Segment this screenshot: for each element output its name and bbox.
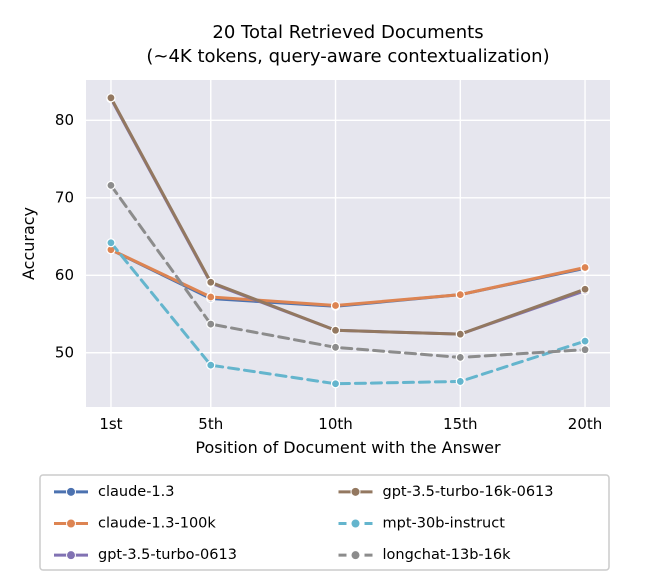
legend-label: mpt-30b-instruct bbox=[383, 516, 506, 532]
series-marker bbox=[456, 377, 464, 385]
series-marker bbox=[107, 181, 115, 189]
y-axis-label: Accuracy bbox=[19, 207, 38, 280]
legend-swatch-marker bbox=[351, 551, 360, 560]
legend-label: claude-1.3-100k bbox=[98, 516, 216, 532]
series-marker bbox=[456, 330, 464, 338]
ytick-label: 80 bbox=[55, 111, 74, 129]
xtick-label: 15th bbox=[443, 415, 477, 433]
legend-swatch-marker bbox=[351, 519, 360, 528]
series-marker bbox=[581, 264, 589, 272]
xtick-label: 10th bbox=[318, 415, 352, 433]
legend-swatch-marker bbox=[67, 551, 76, 560]
series-marker bbox=[581, 337, 589, 345]
legend-label: gpt-3.5-turbo-0613 bbox=[98, 547, 237, 563]
legend-label: longchat-13b-16k bbox=[383, 547, 512, 563]
chart-title-line2: (~4K tokens, query-aware contextualizati… bbox=[146, 46, 549, 67]
series-marker bbox=[581, 285, 589, 293]
xtick-label: 20th bbox=[568, 415, 602, 433]
chart-title-line1: 20 Total Retrieved Documents bbox=[212, 22, 483, 43]
xtick-label: 1st bbox=[99, 415, 122, 433]
legend-label: gpt-3.5-turbo-16k-0613 bbox=[383, 484, 554, 500]
series-marker bbox=[107, 239, 115, 247]
series-marker bbox=[332, 343, 340, 351]
series-marker bbox=[332, 380, 340, 388]
series-marker bbox=[456, 353, 464, 361]
legend-swatch-marker bbox=[67, 519, 76, 528]
series-marker bbox=[332, 301, 340, 309]
series-marker bbox=[107, 94, 115, 102]
legend-label: claude-1.3 bbox=[98, 484, 175, 500]
ytick-label: 70 bbox=[55, 188, 74, 206]
series-marker bbox=[581, 346, 589, 354]
xtick-label: 5th bbox=[198, 415, 223, 433]
ytick-label: 50 bbox=[55, 343, 74, 361]
series-marker bbox=[207, 293, 215, 301]
series-marker bbox=[332, 326, 340, 334]
legend-swatch-marker bbox=[67, 487, 76, 496]
ytick-label: 60 bbox=[55, 266, 74, 284]
series-marker bbox=[456, 291, 464, 299]
series-marker bbox=[207, 278, 215, 286]
x-axis-label: Position of Document with the Answer bbox=[195, 438, 501, 457]
legend-swatch-marker bbox=[351, 487, 360, 496]
series-marker bbox=[207, 320, 215, 328]
series-marker bbox=[207, 361, 215, 369]
